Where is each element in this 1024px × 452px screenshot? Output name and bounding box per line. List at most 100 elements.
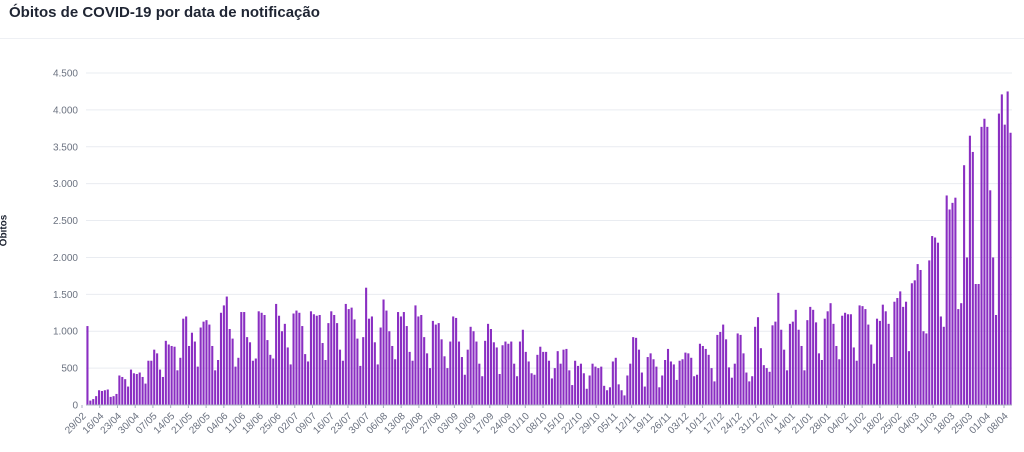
bar [925,333,928,405]
bar [521,329,524,405]
bar [347,309,350,405]
bar [219,312,223,405]
bar [118,375,121,405]
bar [983,118,986,406]
bar [173,346,176,405]
bar [777,292,780,405]
bar [533,374,536,405]
bar [350,307,353,405]
bar [150,360,153,405]
bar [298,312,301,405]
bar [208,324,211,405]
bar [269,354,272,405]
bar [826,311,829,405]
bar [475,341,478,405]
bar [112,396,115,405]
bar [1009,132,1012,405]
bar [841,315,844,405]
bar [846,314,850,405]
bar [280,331,283,405]
bar [849,314,852,405]
y-tick-label: 2.500 [53,216,78,227]
bar [341,360,344,405]
bar [771,325,774,405]
bar [716,334,719,405]
bar [211,345,214,405]
bar [202,321,205,405]
bar [161,376,164,405]
bar [132,373,135,405]
bar [452,316,455,405]
bar [913,280,916,405]
bar [443,356,446,405]
bar [286,347,289,405]
bar [701,345,704,405]
bar [92,399,95,405]
bar [147,360,150,405]
bar [748,381,751,405]
bar [710,368,713,405]
bar [980,126,983,405]
bar [666,348,670,405]
bar [556,351,559,405]
bar [768,371,771,405]
bar [934,237,937,405]
bar [637,349,641,405]
bar [992,257,995,405]
bar [571,385,574,405]
bar [997,113,1000,406]
bar [182,318,185,405]
bar [251,360,254,405]
bar [664,359,667,405]
bar [672,364,675,405]
bar [867,324,870,405]
bar [510,341,513,405]
bar [788,323,791,405]
bar [916,264,919,405]
bar [275,303,278,405]
bar [370,316,373,405]
bar [635,337,638,405]
bar [501,345,504,405]
bar [405,326,408,405]
bar [626,375,629,405]
bar [315,315,318,405]
bar [971,151,974,405]
bar [646,357,649,405]
bar [742,353,745,405]
bar [606,390,609,405]
bar [783,349,786,405]
bar [333,314,336,405]
bar [678,360,681,405]
bar [190,332,193,405]
bar [481,376,484,405]
bar [844,312,847,405]
bar [928,260,931,405]
bar [974,284,977,405]
bar [745,372,748,405]
bar [893,301,896,405]
chart-title: Óbitos de COVID-19 por data de notificaç… [9,4,320,21]
bar [428,368,432,405]
bar [986,126,989,405]
bar [373,342,376,405]
bar [199,327,202,405]
bar [968,135,971,405]
bar [759,348,762,405]
bar [446,368,449,405]
bar [617,384,620,405]
bar [324,359,327,405]
y-tick-label: 4.000 [53,105,78,116]
bar [951,202,954,405]
bar [127,386,130,405]
bar [919,269,922,405]
bar [185,316,188,405]
bar [576,365,580,405]
bar [861,306,864,405]
bar [524,351,527,405]
bar [513,363,516,405]
bar [170,345,173,405]
bar [457,341,461,405]
bar [547,360,551,405]
